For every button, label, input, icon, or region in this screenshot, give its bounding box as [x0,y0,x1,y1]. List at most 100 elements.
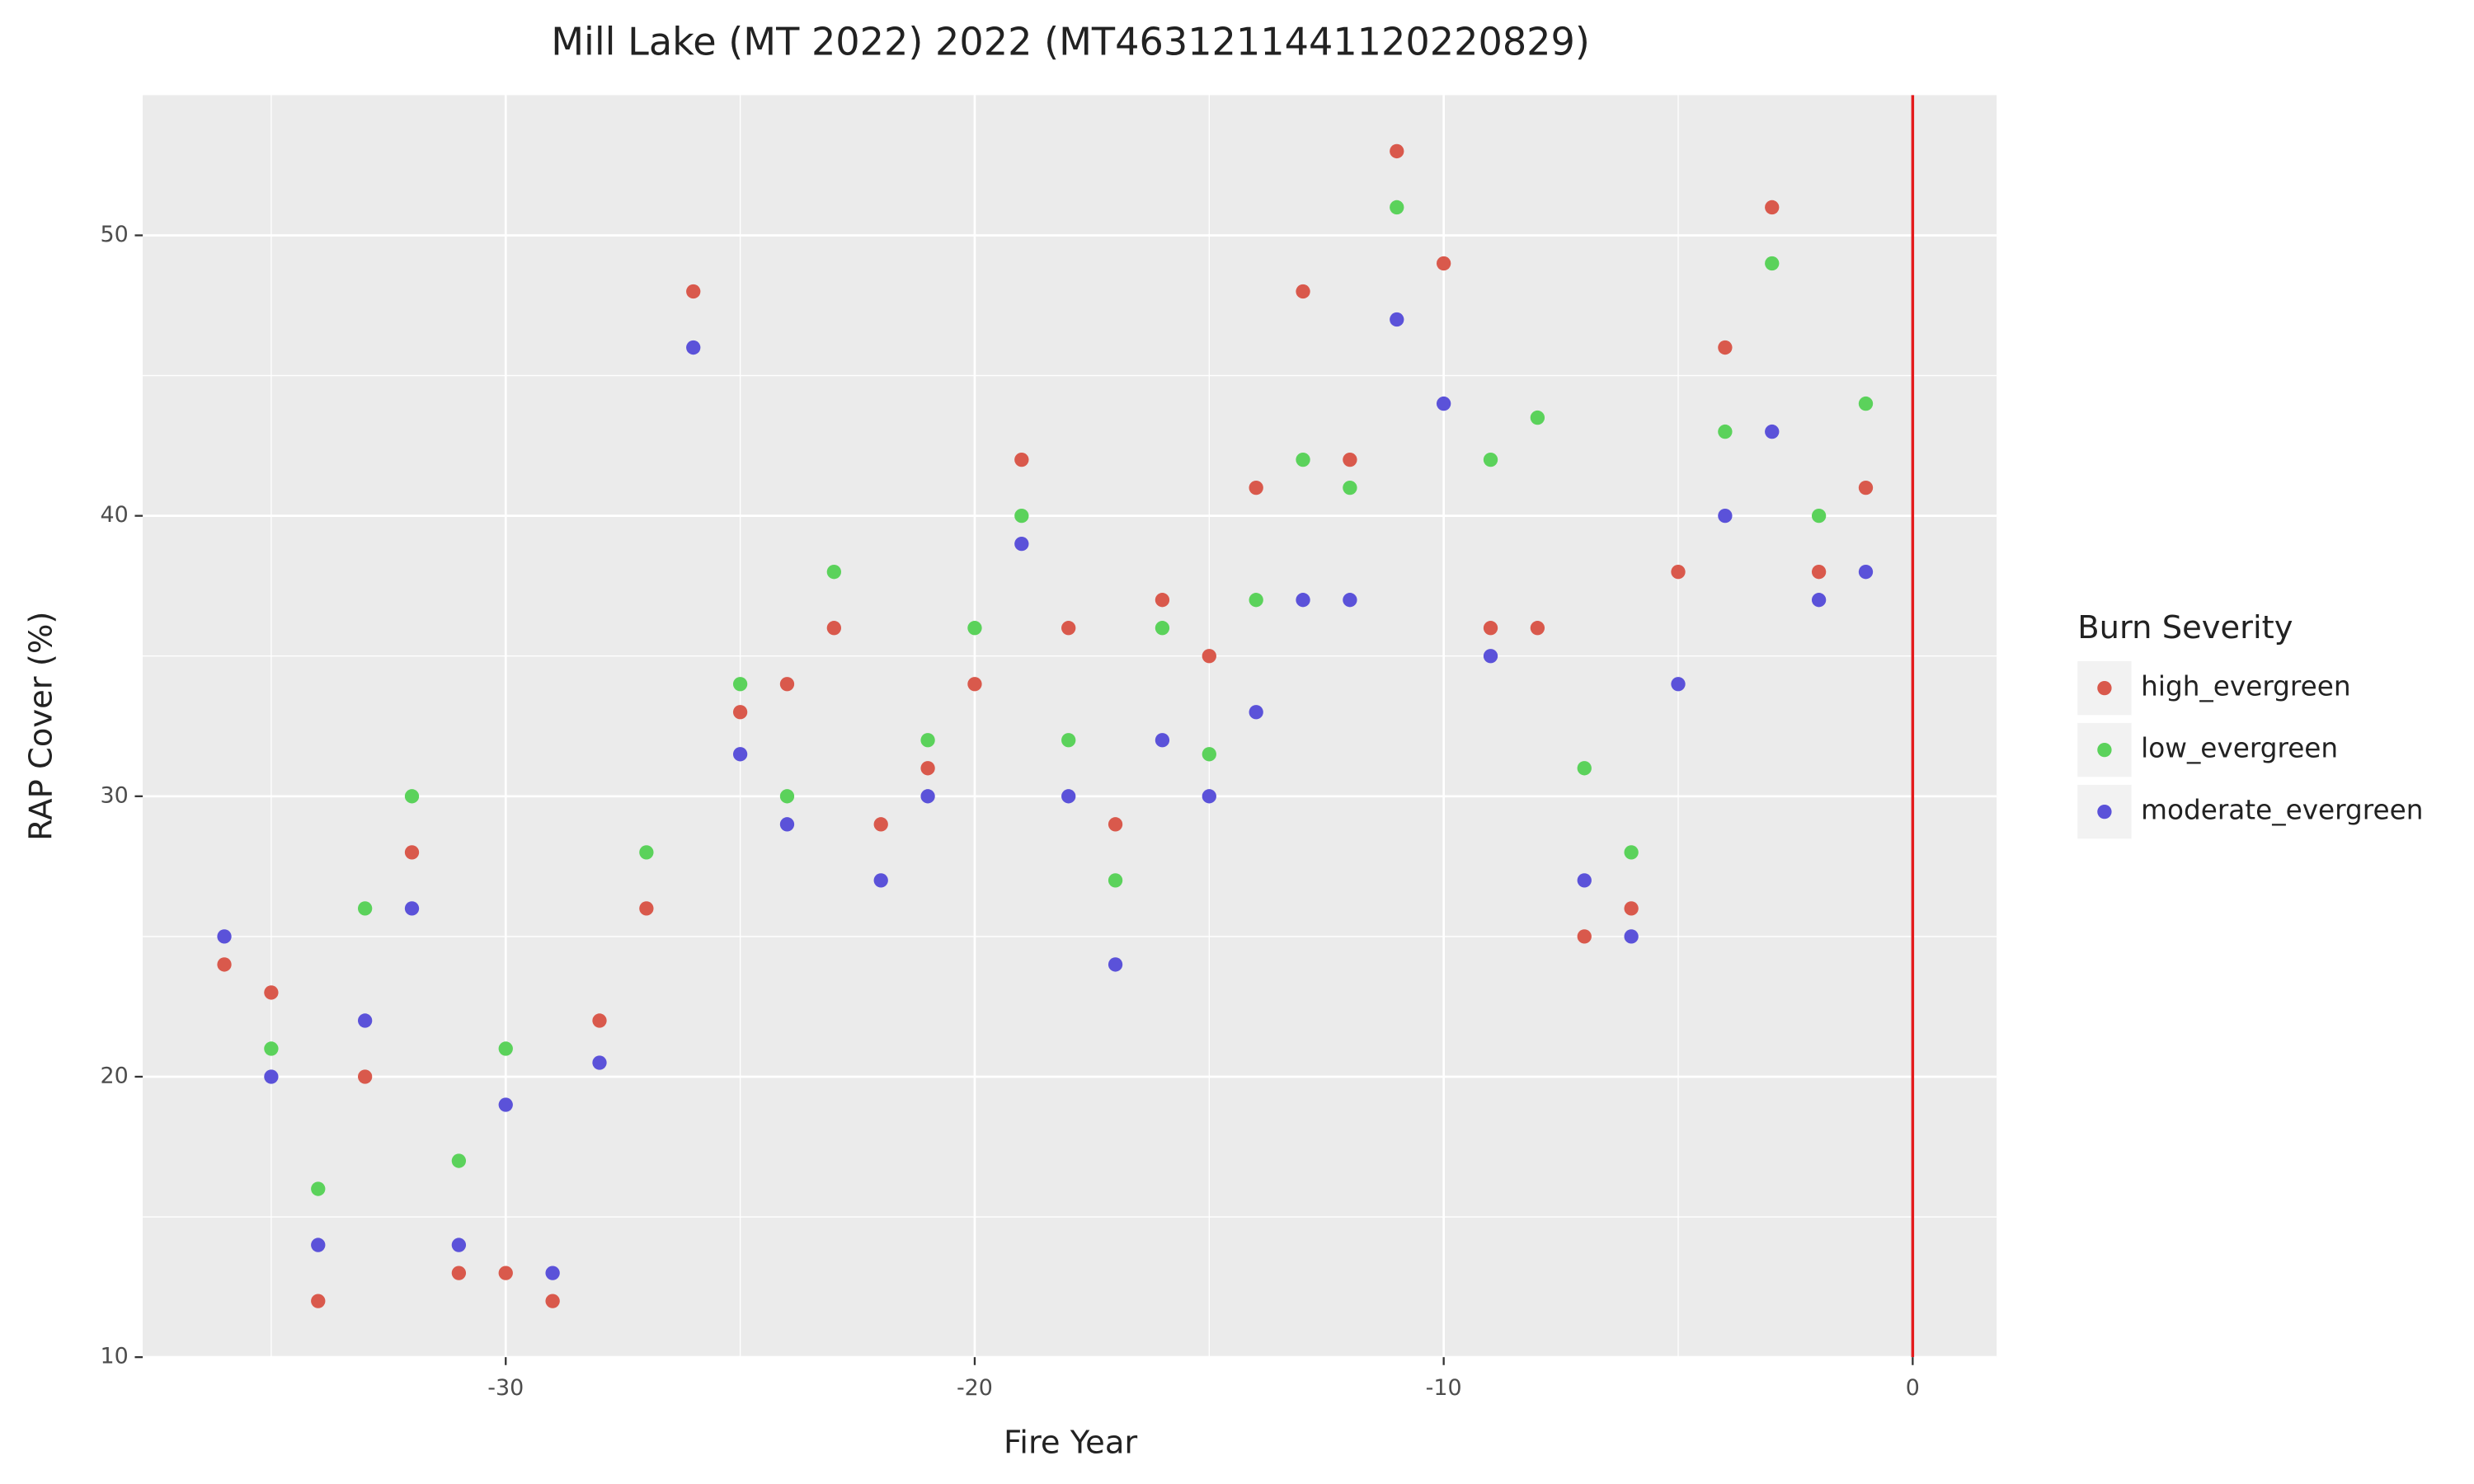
point [264,985,279,1000]
point [967,677,982,692]
chart-title: Mill Lake (MT 2022) 2022 (MT463121144112… [551,19,1590,63]
point [1155,593,1170,608]
point [873,873,888,888]
point [1858,565,1874,580]
x-tick-label: -10 [1426,1375,1462,1401]
point [1108,817,1123,832]
point [1249,480,1263,495]
panel [143,95,1997,1358]
point [639,845,654,860]
point [779,789,795,804]
point [1296,284,1310,299]
point [357,901,373,916]
point [1202,789,1216,804]
legend-label: moderate_evergreen [2141,795,2423,826]
point [1624,901,1639,916]
legend-label: high_evergreen [2141,671,2350,702]
point [311,1237,326,1252]
point [592,1013,607,1028]
y-axis-label: RAP Cover (%) [22,612,59,841]
point [451,1237,467,1252]
marks [217,95,1915,1358]
point [545,1266,560,1280]
point [1765,424,1780,439]
point [1343,452,1357,467]
point [1530,410,1545,425]
point [1671,565,1686,580]
point [1530,621,1545,636]
point [1249,593,1263,608]
point [451,1153,467,1168]
point [732,677,748,692]
point [217,957,232,972]
point [264,1069,279,1084]
point [1343,593,1357,608]
point [779,817,795,832]
point [404,901,420,916]
y-tick-label: 10 [101,1344,129,1369]
point [920,733,935,748]
point [1671,677,1686,692]
point [311,1181,326,1196]
point [1811,593,1827,608]
y-tick-label: 50 [101,222,129,247]
point [1108,957,1123,972]
point [1155,733,1170,748]
point [1624,845,1639,860]
point [1718,424,1733,439]
x-axis-label: Fire Year [1004,1424,1137,1461]
point [311,1294,326,1308]
point [264,1041,279,1056]
point [1577,761,1592,776]
point [592,1055,607,1070]
point [826,621,841,636]
point [357,1013,373,1028]
point [732,705,748,720]
point [826,565,841,580]
point [1624,929,1639,944]
legend-label: low_evergreen [2141,733,2338,764]
point [686,284,701,299]
legend-marker [2097,804,2112,819]
point [1343,480,1357,495]
point [1858,396,1874,411]
y-tick-label: 20 [101,1063,129,1088]
point [1390,200,1404,215]
point [1061,733,1076,748]
point [1014,452,1029,467]
point [1202,649,1216,664]
point [873,817,888,832]
point [920,789,935,804]
point [1765,256,1780,271]
point [451,1266,467,1280]
point [1437,396,1451,411]
point [357,1069,373,1084]
point [1811,508,1827,524]
legend-title: Burn Severity [2077,609,2293,646]
point [1296,452,1310,467]
point [1390,312,1404,327]
legend-marker [2097,680,2112,696]
point [1390,143,1404,159]
point [1765,200,1780,215]
point [1061,789,1076,804]
point [498,1266,513,1280]
legend: high_evergreen low_evergreen moderate_ever… [2077,660,2423,839]
point [1437,256,1451,271]
point [1483,649,1498,664]
x-tick-label: -20 [957,1375,993,1401]
point [639,901,654,916]
point [1718,508,1733,524]
point [1577,929,1592,944]
point [404,845,420,860]
y-tick-label: 30 [101,782,129,808]
point [404,789,420,804]
point [1718,340,1733,355]
point [1202,747,1216,762]
point [1858,480,1874,495]
point [1296,593,1310,608]
point [498,1097,513,1112]
point [1014,537,1029,552]
point [1483,452,1498,467]
